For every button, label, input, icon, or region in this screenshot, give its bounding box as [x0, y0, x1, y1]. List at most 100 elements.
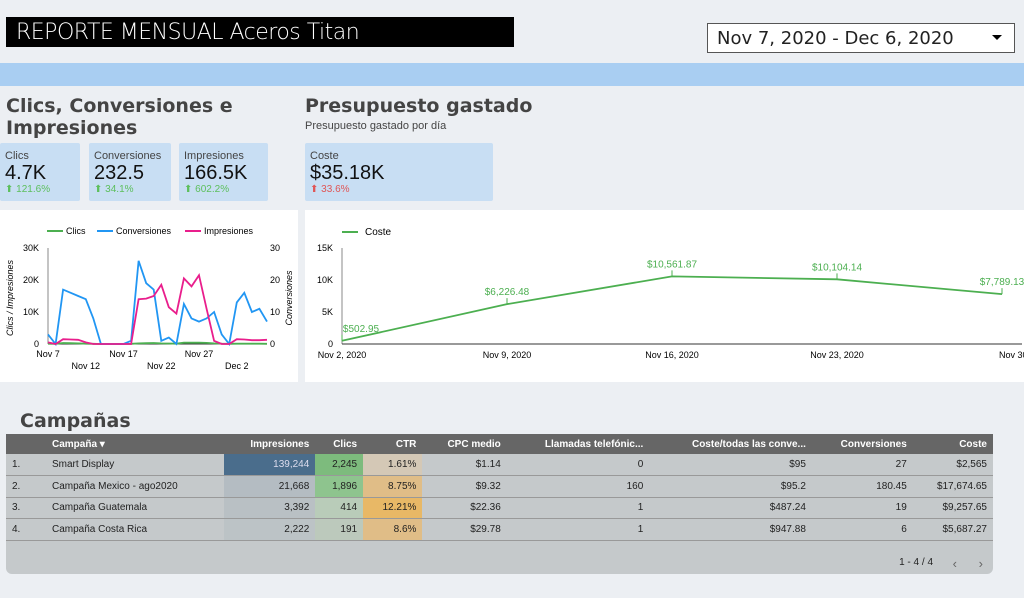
x-tick-label: Nov 23, 2020	[810, 350, 864, 360]
table-cell: 0	[506, 454, 650, 476]
table-cell: $947.88	[649, 518, 812, 541]
table-cell: 4.	[6, 518, 46, 541]
table-row[interactable]: 1. Smart Display 139,244 2,245 1.61% $1.14 0 $9…	[6, 454, 993, 476]
section-subtitle: Presupuesto gastado por día	[305, 120, 447, 132]
column-header[interactable]: Coste	[912, 434, 993, 454]
legend-label: Clics	[66, 226, 86, 236]
next-page-icon[interactable]: ›	[978, 556, 983, 571]
table-cell: 2.	[6, 475, 46, 498]
table-cell: Smart Display	[46, 454, 224, 476]
y-tick-label: 0	[328, 339, 333, 349]
section-title: Presupuesto gastado	[305, 95, 533, 117]
clics-conversiones-chart: Clics Conversiones Impresiones 0 10K 20K 30K 0 1…	[5, 226, 294, 371]
y-tick-label: 15K	[317, 243, 333, 253]
table-cell: 8.75%	[363, 475, 423, 498]
table-cell: $2,565	[912, 454, 993, 476]
y-tick-label: 30K	[23, 243, 39, 253]
data-label: $502.95	[343, 324, 380, 335]
kpi-clics: Clics 4.7K ⬆ 121.6%	[0, 143, 80, 201]
kpi-value: 232.5	[94, 162, 145, 184]
coste-chart: Coste 0 5K 10K 15K $502.95 Nov 2, 2020 $6,226.4…	[317, 227, 1024, 360]
table-cell: 414	[315, 497, 364, 519]
table-cell: 1.	[6, 454, 46, 476]
table-cell: $95	[649, 454, 812, 476]
prev-page-icon[interactable]: ‹	[952, 556, 957, 571]
report-title: REPORTE MENSUAL Aceros Titan	[6, 17, 514, 47]
column-header[interactable]: Clics	[315, 434, 364, 454]
table-cell: Campaña Mexico - ago2020	[46, 475, 224, 498]
date-range-picker[interactable]: Nov 7, 2020 - Dec 6, 2020	[707, 23, 1015, 53]
table-cell: $9.32	[422, 475, 507, 498]
y-tick-label: 20K	[23, 275, 39, 285]
table-cell: 139,244	[223, 454, 316, 476]
kpi-label: Clics	[5, 150, 29, 162]
clics-chart-panel: Clics Conversiones Impresiones 0 10K 20K 30K 0 1…	[0, 210, 298, 382]
data-label: $7,789.13	[980, 277, 1024, 288]
column-header[interactable]: Llamadas telefónic...	[506, 434, 650, 454]
x-tick-label: Nov 22	[147, 361, 176, 371]
kpi-conversiones: Conversiones 232.5 ⬆ 34.1%	[89, 143, 171, 201]
table-cell: 6	[811, 518, 913, 541]
y2-tick-label: 0	[270, 339, 275, 349]
table-cell: $1.14	[422, 454, 507, 476]
data-label: $10,104.14	[812, 262, 862, 273]
date-range-value: Nov 7, 2020 - Dec 6, 2020	[717, 28, 954, 49]
series-line-conversiones	[47, 260, 268, 347]
kpi-delta: ⬆ 34.1%	[94, 184, 134, 195]
table-cell: Campaña Costa Rica	[46, 518, 224, 541]
table-cell: 8.6%	[363, 518, 423, 541]
column-header[interactable]: CPC medio	[422, 434, 507, 454]
table-cell: Campaña Guatemala	[46, 497, 224, 519]
y2-axis-label: Conversiones	[284, 270, 294, 326]
table-cell: $5,687.27	[912, 518, 993, 541]
kpi-coste: Coste $35.18K ⬆ 33.6%	[305, 143, 493, 201]
table-cell: 1,896	[315, 475, 364, 498]
table-cell: 19	[811, 497, 913, 519]
table-cell: $95.2	[649, 475, 812, 498]
y-tick-label: 5K	[322, 307, 333, 317]
col-index	[6, 434, 46, 454]
table-cell: $487.24	[649, 497, 812, 519]
table-cell: 180.45	[811, 475, 913, 498]
table-cell: 2,222	[223, 518, 316, 541]
legend-label: Conversiones	[116, 226, 172, 236]
y-tick-label: 10K	[317, 275, 333, 285]
pagination-label: 1 - 4 / 4	[899, 557, 933, 568]
column-header[interactable]: Coste/todas las conve...	[649, 434, 812, 454]
x-tick-label: Dec 2	[225, 361, 249, 371]
table-cell: 3,392	[223, 497, 316, 519]
table-row[interactable]: 4. Campaña Costa Rica 2,222 191 8.6% $29.78 1 $…	[6, 518, 993, 541]
table-row[interactable]: 3. Campaña Guatemala 3,392 414 12.21% $22.36 1…	[6, 497, 993, 519]
column-header[interactable]: Campaña ▾	[46, 434, 224, 454]
column-header[interactable]: Conversiones	[811, 434, 913, 454]
column-header[interactable]: Impresiones	[223, 434, 316, 454]
y-tick-label: 10K	[23, 307, 39, 317]
table-row[interactable]: 2. Campaña Mexico - ago2020 21,668 1,896 8.7…	[6, 475, 993, 498]
table-cell: $17,674.65	[912, 475, 993, 498]
table-cell: 27	[811, 454, 913, 476]
kpi-label: Conversiones	[94, 150, 162, 162]
table-cell: 3.	[6, 497, 46, 519]
x-tick-label: Nov 12	[71, 361, 100, 371]
section-title: Clics, Conversiones e Impresiones	[6, 95, 233, 139]
y2-tick-label: 10	[270, 307, 280, 317]
kpi-value: $35.18K	[310, 162, 385, 184]
x-tick-label: Nov 2, 2020	[318, 350, 367, 360]
y2-tick-label: 20	[270, 275, 280, 285]
coste-chart-panel: Coste 0 5K 10K 15K $502.95 Nov 2, 2020 $6,226.4…	[305, 210, 1024, 382]
table-cell: 21,668	[223, 475, 316, 498]
y2-tick-label: 30	[270, 243, 280, 253]
x-tick-label: Nov 30...	[999, 350, 1024, 360]
table-cell: 1	[506, 518, 650, 541]
x-tick-label: Nov 17	[109, 349, 138, 359]
coste-line	[341, 275, 1003, 342]
campaigns-table-panel: Campaña ▾ Impresiones Clics CTR CPC medio Lla…	[6, 434, 993, 574]
table-cell: 1	[506, 497, 650, 519]
chevron-down-icon	[992, 35, 1002, 40]
table-cell: 191	[315, 518, 364, 541]
campaigns-title: Campañas	[20, 410, 131, 432]
column-header[interactable]: CTR	[363, 434, 423, 454]
x-tick-label: Nov 27	[185, 349, 214, 359]
kpi-label: Impresiones	[184, 150, 244, 162]
data-label: $6,226.48	[485, 287, 530, 298]
